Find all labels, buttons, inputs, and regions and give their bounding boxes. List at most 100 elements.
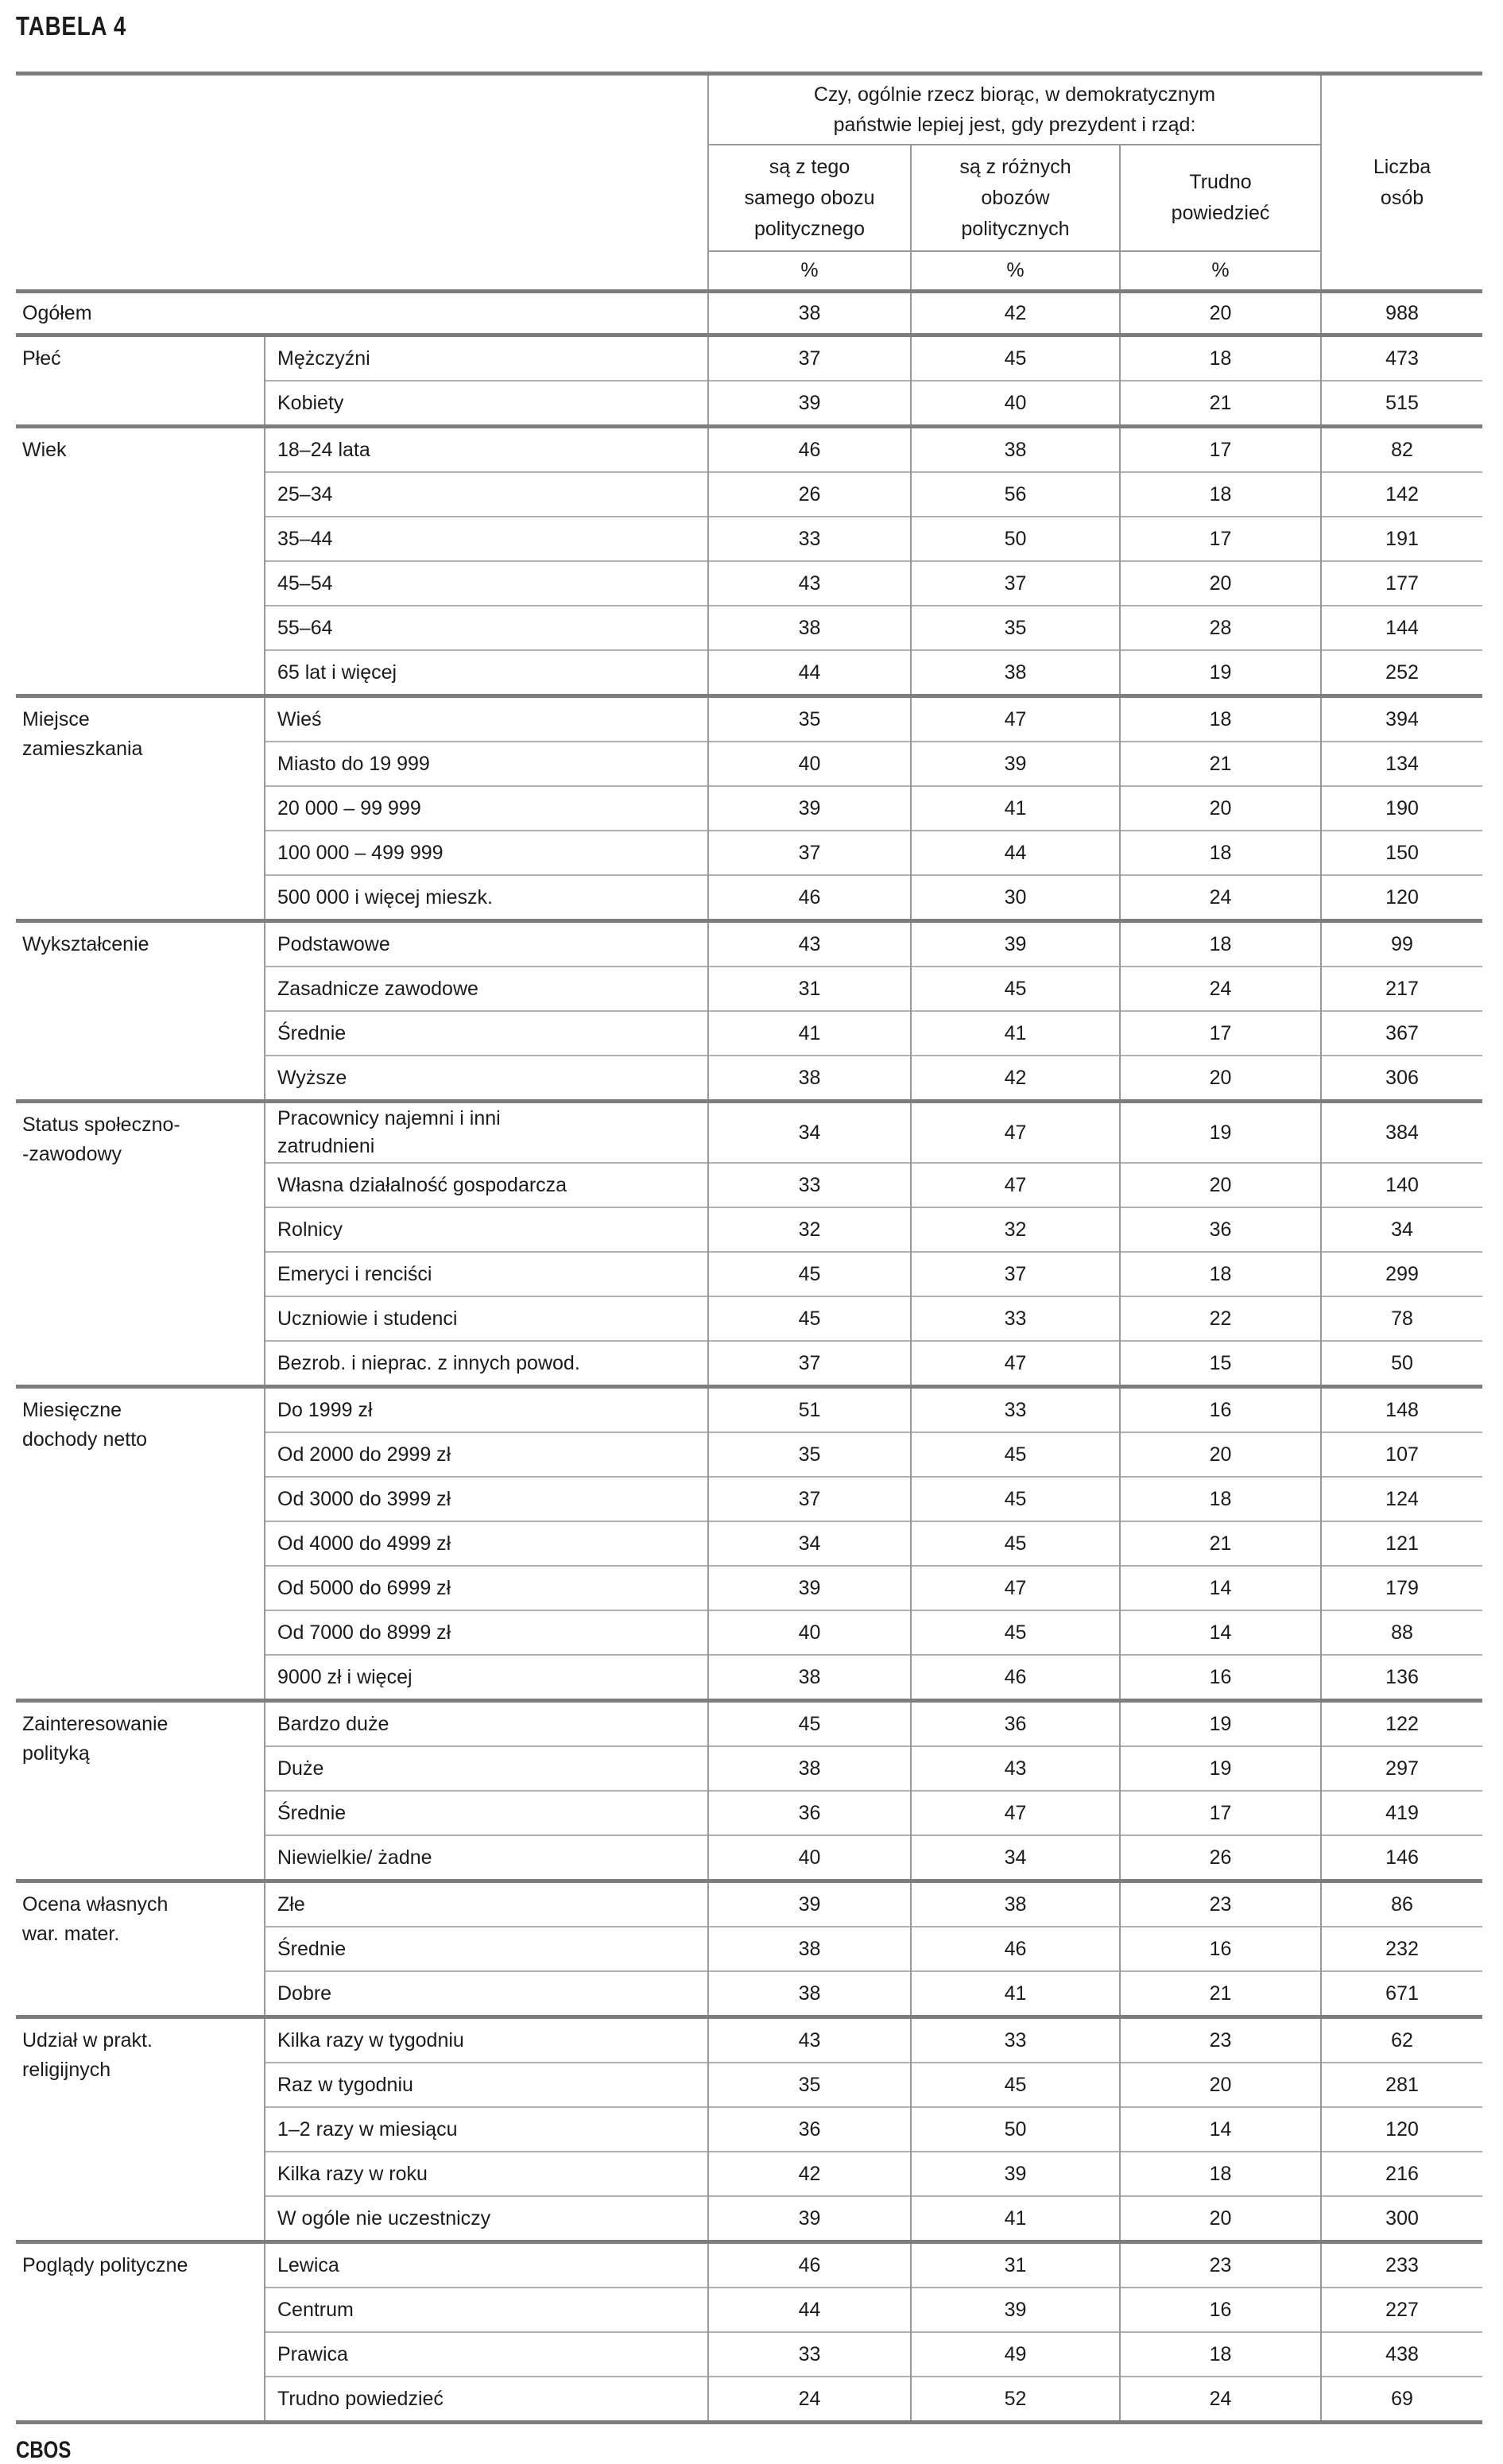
value-cell: 30 [910,874,1121,921]
cbos-logo-text: CBOS [16,2437,72,2463]
value-cell: 22 [1118,1296,1323,1341]
count-cell: 515 [1320,380,1483,427]
value-cell: 39 [707,1565,912,1610]
count-cell: 419 [1320,1790,1483,1835]
value-cell: 44 [707,2287,912,2332]
row-label: 45–54 [264,560,709,606]
row-label: Miasto do 19 999 [264,741,709,786]
count-cell: 227 [1320,2287,1483,2332]
row-label: 25–34 [264,471,709,517]
table-row: Dobre 38 41 21 671 [16,1970,1483,2017]
value-cell: 19 [1118,1099,1323,1163]
value-cell: 45 [910,1521,1121,1566]
value-cell: 47 [910,1340,1121,1387]
value-cell: 31 [707,966,912,1011]
value-cell: 23 [1118,2015,1323,2063]
row-label: Raz w tygodniu [264,2062,709,2107]
row-label: Złe [264,1879,709,1927]
count-cell: 82 [1320,424,1483,472]
value-cell: 39 [910,2287,1121,2332]
row-label: Własna działalność gospodarcza [264,1162,709,1207]
count-cell: 121 [1320,1521,1483,1566]
value-cell: 21 [1118,741,1323,786]
value-cell: 16 [1118,1654,1323,1701]
table-row: Rolnicy 32 32 36 34 [16,1207,1483,1252]
table-row: Udział w prakt. religijnych Kilka razy w … [16,2015,1483,2242]
value-cell: 20 [1118,1162,1323,1207]
value-cell: 50 [910,2106,1121,2152]
count-cell: 148 [1320,1385,1483,1432]
table-row: Średnie 41 41 17 367 [16,1010,1483,1056]
table-row: 25–34 26 56 18 142 [16,471,1483,517]
count-cell: 150 [1320,830,1483,875]
value-cell: 18 [1118,471,1323,517]
percent-sign: % [910,251,1121,292]
value-cell: 40 [910,380,1121,427]
row-label: Średnie [264,1010,709,1056]
count-cell: 78 [1320,1296,1483,1341]
count-cell: 140 [1320,1162,1483,1207]
value-cell: 21 [1118,1970,1323,2017]
count-cell: 671 [1320,1970,1483,2017]
value-cell: 45 [910,966,1121,1011]
value-cell: 33 [910,2015,1121,2063]
value-cell: 56 [910,471,1121,517]
value-cell: 37 [707,830,912,875]
count-cell: 384 [1320,1099,1483,1163]
table-row: Średnie 36 47 17 419 [16,1790,1483,1835]
value-cell: 36 [707,1790,912,1835]
value-cell: 35 [910,605,1121,650]
row-label: Duże [264,1745,709,1791]
value-cell: 18 [1118,694,1323,742]
table-row: Zainteresowanie polityką Bardzo duże 45 36 1… [16,1699,1483,1881]
row-label: Podstawowe [264,919,709,967]
value-cell: 38 [910,424,1121,472]
table-row: 100 000 – 499 999 37 44 18 150 [16,830,1483,875]
value-cell: 16 [1118,2287,1323,2332]
table-row: 9000 zł i więcej 38 46 16 136 [16,1654,1483,1701]
value-cell: 21 [1118,1521,1323,1566]
value-cell: 35 [707,694,912,742]
row-label: Uczniowie i studenci [264,1296,709,1341]
row-label: Prawica [264,2331,709,2377]
value-cell: 24 [1118,874,1323,921]
count-cell: 988 [1320,289,1483,335]
value-cell: 46 [707,874,912,921]
value-cell: 14 [1118,2106,1323,2152]
value-cell: 37 [707,1340,912,1387]
value-cell: 28 [1118,605,1323,650]
value-cell: 51 [707,1385,912,1432]
value-cell: 42 [910,1055,1121,1102]
table-row: 1–2 razy w miesiącu 36 50 14 120 [16,2106,1483,2152]
count-cell: 120 [1320,2106,1483,2152]
count-cell: 86 [1320,1879,1483,1927]
count-cell: 124 [1320,1476,1483,1521]
value-cell: 41 [910,2195,1121,2242]
value-cell: 26 [707,471,912,517]
value-cell: 40 [707,1610,912,1655]
table-question: Czy, ogólnie rzecz biorąc, w demokratycz… [707,73,1323,145]
table-row: Od 4000 do 4999 zł 34 45 21 121 [16,1521,1483,1566]
value-cell: 33 [707,2331,912,2377]
value-cell: 26 [1118,1834,1323,1881]
count-cell: 191 [1320,516,1483,561]
category-label: Poglądy polityczne [16,2240,265,2423]
row-label: Rolnicy [264,1207,709,1252]
row-label: 20 000 – 99 999 [264,785,709,831]
value-cell: 17 [1118,516,1323,561]
value-cell: 37 [910,560,1121,606]
row-label: Mężczyźni [264,333,709,381]
table-row: Kobiety 39 40 21 515 [16,380,1483,427]
count-cell: 300 [1320,2195,1483,2242]
value-cell: 37 [707,1476,912,1521]
page-title: TABELA 4 [16,11,127,41]
value-cell: 24 [707,2376,912,2423]
value-cell: 32 [707,1207,912,1252]
row-label: Wieś [264,694,709,742]
value-cell: 39 [707,785,912,831]
col-header-liczba-osob: Liczba osób [1320,73,1483,292]
row-label: Od 2000 do 2999 zł [264,1432,709,1477]
value-cell: 36 [910,1699,1121,1746]
value-cell: 17 [1118,1790,1323,1835]
value-cell: 17 [1118,1010,1323,1056]
